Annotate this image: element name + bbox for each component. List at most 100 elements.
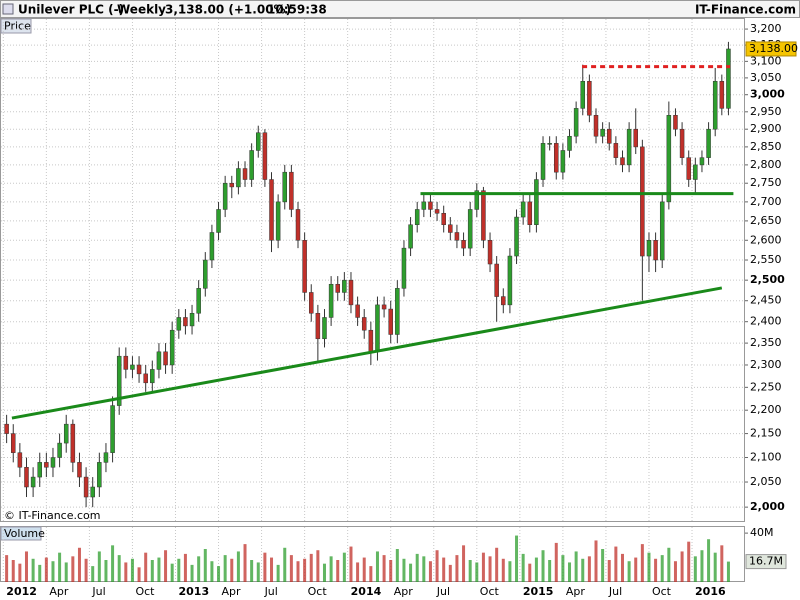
volume-bar [342, 552, 346, 582]
candle-body [262, 132, 268, 180]
volume-bar [627, 561, 631, 582]
price-label-box [0, 18, 32, 34]
x-tick-label: 2012 [6, 585, 37, 598]
candle-body [189, 312, 195, 327]
volume-bar [587, 556, 591, 582]
candle-body [150, 369, 155, 384]
y-tick-label: 40M [750, 526, 774, 539]
candle-body [686, 157, 691, 180]
candle-body [666, 115, 672, 203]
volume-bar [349, 546, 353, 582]
candle-body [620, 157, 625, 166]
candle-body [381, 304, 387, 310]
time: 10:59:38 [267, 3, 327, 17]
candle-body [335, 283, 340, 293]
volume-bar [700, 550, 704, 582]
volume-bar [104, 560, 108, 582]
y-tick-label: 2,050 [750, 475, 782, 488]
volume-bar [660, 555, 664, 582]
volume-bar [137, 567, 141, 582]
candle-body [646, 240, 652, 257]
volume-bar [534, 557, 538, 582]
volume-bar [117, 555, 121, 582]
candle-body [375, 304, 380, 353]
candle-body [712, 80, 718, 130]
volume-bar [283, 547, 287, 582]
volume-bar [455, 555, 459, 582]
volume-bar [475, 562, 479, 582]
candle-body [203, 259, 208, 289]
volume-bar [481, 552, 485, 582]
x-tick-label: Jul [608, 585, 622, 598]
candle-body [719, 80, 725, 109]
candle-body [24, 466, 29, 488]
candle-body [547, 143, 552, 145]
y-tick-label: 2,400 [750, 315, 782, 328]
volume-bar [223, 555, 227, 582]
candle-body [361, 317, 367, 331]
candle-body [216, 209, 221, 233]
volume-bar [336, 560, 340, 582]
volume-bar [402, 558, 406, 582]
candle-body [229, 182, 235, 188]
y-tick-label: 2,900 [750, 122, 782, 135]
volume-bar [71, 556, 75, 582]
candle-body [77, 462, 82, 478]
volume-bar [415, 553, 419, 582]
volume-bar [322, 563, 326, 582]
volume-bar [44, 557, 48, 582]
candle-body [156, 351, 162, 370]
candle-body [587, 80, 592, 116]
volume-bar [687, 541, 691, 582]
candle-body [110, 405, 115, 453]
last-volume-label: 16.7M [749, 555, 783, 568]
candle-body [83, 476, 89, 498]
candle-body [242, 168, 248, 180]
price-label: Price [4, 20, 31, 33]
x-tick-label: Apr [566, 585, 586, 598]
volume-bar [382, 555, 386, 582]
y-tick-label: 2,000 [750, 500, 785, 513]
candle-body [606, 128, 612, 144]
volume-bar [693, 556, 697, 582]
candle-body [302, 240, 307, 293]
candle-body [17, 452, 23, 468]
candle-body [163, 351, 168, 366]
volume-bar [726, 561, 730, 582]
candle-body [143, 373, 148, 384]
volume-bar [124, 562, 128, 582]
x-tick-label: Oct [480, 585, 500, 598]
candle-body [501, 296, 506, 306]
last-volume-tag [745, 554, 787, 570]
candle-body [527, 201, 533, 225]
volume-bar [601, 549, 605, 582]
candle-body [474, 190, 480, 210]
volume-bar [561, 555, 565, 582]
candle-body [50, 457, 56, 468]
candle-body [63, 423, 69, 444]
volume-bar [442, 557, 446, 582]
volume-bar [263, 552, 267, 582]
candle-body [236, 168, 241, 188]
volume-bar [395, 549, 399, 582]
volume-bar [720, 545, 724, 582]
volume-bar [38, 564, 42, 582]
volume-bar [5, 555, 9, 582]
x-tick-label: Oct [652, 585, 672, 598]
menu-icon[interactable] [2, 3, 14, 15]
volume-bar [329, 556, 333, 582]
y-tick-label: 2,500 [750, 273, 785, 286]
volume-bar [647, 552, 651, 582]
volume-panel [0, 526, 745, 582]
candle-body [103, 452, 109, 463]
candle-body [461, 240, 466, 249]
candle-body [328, 283, 334, 318]
candle-body [282, 171, 288, 203]
candle-body [408, 224, 413, 249]
volume-bar [170, 563, 174, 582]
x-tick-label: Oct [308, 585, 328, 598]
y-tick-label: 2,600 [750, 233, 782, 246]
candle-body [130, 364, 135, 370]
candle-body [90, 486, 95, 498]
